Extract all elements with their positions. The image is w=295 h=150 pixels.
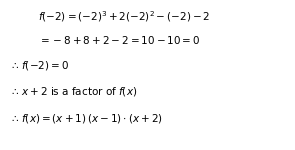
Text: $\mathit{f}(-2) = (-2)^3 + 2(-2)^2 - (-2) - 2$: $\mathit{f}(-2) = (-2)^3 + 2(-2)^2 - (-2… xyxy=(38,9,211,24)
Text: $\therefore\, \mathit{f}(-2) = 0$: $\therefore\, \mathit{f}(-2) = 0$ xyxy=(9,60,69,72)
Text: $\therefore\, \mathit{f}(x) = (x + 1)\,(x - 1)\cdot(x + 2)$: $\therefore\, \mathit{f}(x) = (x + 1)\,(… xyxy=(9,112,163,125)
Text: $= -8 + 8 + 2 - 2 = 10 - 10 = 0$: $= -8 + 8 + 2 - 2 = 10 - 10 = 0$ xyxy=(38,34,201,46)
Text: $\therefore\, x + 2$ is a factor of $\mathit{f}(x)$: $\therefore\, x + 2$ is a factor of $\ma… xyxy=(9,85,137,98)
